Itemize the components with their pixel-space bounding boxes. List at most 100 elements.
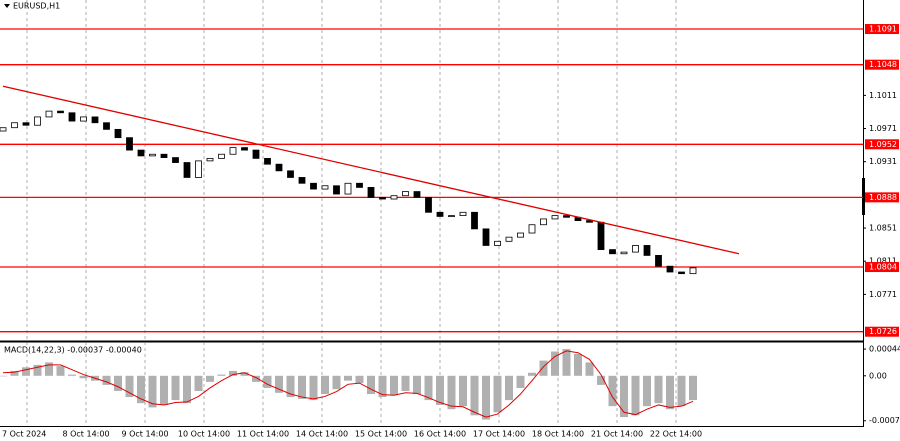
candle [22,122,30,126]
y-tick-label: 0.00044 [869,345,900,354]
histogram-bar [413,375,421,395]
candle [356,182,363,188]
level-label-bg [865,59,899,70]
candle [551,215,559,220]
level-label: 1.1091 [869,25,897,34]
histogram-bar [562,349,571,376]
candle [34,116,41,126]
candle [528,224,536,234]
histogram-bar [401,375,410,391]
histogram-bar [10,370,19,376]
histogram-bar [367,375,375,395]
x-tick-label: 8 Oct 14:00 [62,430,109,439]
histogram-bar [459,375,467,407]
histogram-bar [240,372,249,376]
trendline [2,85,740,255]
candle [655,255,662,267]
candle [275,163,283,172]
histogram-bar [160,375,168,405]
candle [413,191,421,198]
histogram-bar [666,375,674,410]
candle [494,240,501,246]
candle [103,122,110,130]
histogram-bar [355,375,364,384]
histogram-bar [574,353,582,376]
candle [241,147,248,151]
candle [689,267,697,275]
histogram-bar [137,375,145,404]
histogram-bar [148,375,157,408]
histogram-bar [470,375,479,416]
histogram-bar [505,375,513,401]
histogram-bar [309,375,318,401]
y-tick-label: 1.0811 [869,257,897,266]
x-tick-label: 17 Oct 14:00 [473,430,525,439]
candle [11,122,18,129]
histogram-bar [597,375,605,385]
candle [597,221,605,251]
candle [195,160,202,178]
histogram-bar [45,362,53,376]
candle [563,215,570,218]
histogram-bar [286,375,295,398]
histogram-bar [102,375,111,385]
candle [310,182,317,190]
level-label-bg [865,192,899,203]
candle [586,220,593,223]
candle [390,195,398,200]
histogram-bar [183,375,191,404]
histogram-bar [263,375,272,388]
histogram-bar [217,374,226,376]
y-tick-label: -0.00074 [869,416,900,425]
histogram-bar [206,375,214,382]
candle [160,153,168,158]
x-tick-label: 18 Oct 14:00 [532,430,584,439]
histogram-bar [125,375,134,398]
candle [172,157,179,163]
level-label-bg [865,24,899,35]
y-tick-label: 1.0851 [869,224,897,233]
candle [678,271,685,275]
candle [91,116,99,124]
candle [264,157,271,165]
histogram-bar [321,375,329,395]
candle [643,245,651,256]
candle [344,182,352,195]
candle [482,228,490,246]
histogram-bar [378,375,387,398]
x-tick-label: 9 Oct 14:00 [121,430,168,439]
candle [436,211,444,217]
histogram-bar [654,375,663,404]
histogram-bar [516,375,525,388]
x-tick-label: 21 Oct 14:00 [591,430,643,439]
histogram-bar [493,375,502,413]
histogram-bar [528,372,536,376]
candle [505,236,513,242]
chart-title: EURUSD,H1 [13,2,60,11]
level-label-bg [865,326,899,337]
level-label: 1.0804 [869,263,897,272]
histogram-bar [424,375,433,401]
x-tick-label: 22 Oct 14:00 [650,430,702,439]
level-label: 1.0888 [869,193,897,202]
candle [367,187,375,198]
symbol-arrow [4,4,10,8]
candle [609,249,616,255]
signal-line [2,350,694,418]
histogram-bar [252,375,260,382]
histogram-bar [22,367,30,376]
y-tick-label: 1.0771 [869,290,897,299]
candle [379,196,386,200]
x-tick-label: 7 Oct 2024 [2,430,46,439]
candle [80,116,87,122]
candle [252,149,260,159]
candle [298,177,306,184]
candle [321,185,329,190]
histogram-bar [275,375,283,393]
candle [137,149,145,157]
histogram-bar [56,366,65,376]
candle [471,211,478,230]
level-label: 1.0726 [869,327,897,336]
price-marker [862,178,865,215]
